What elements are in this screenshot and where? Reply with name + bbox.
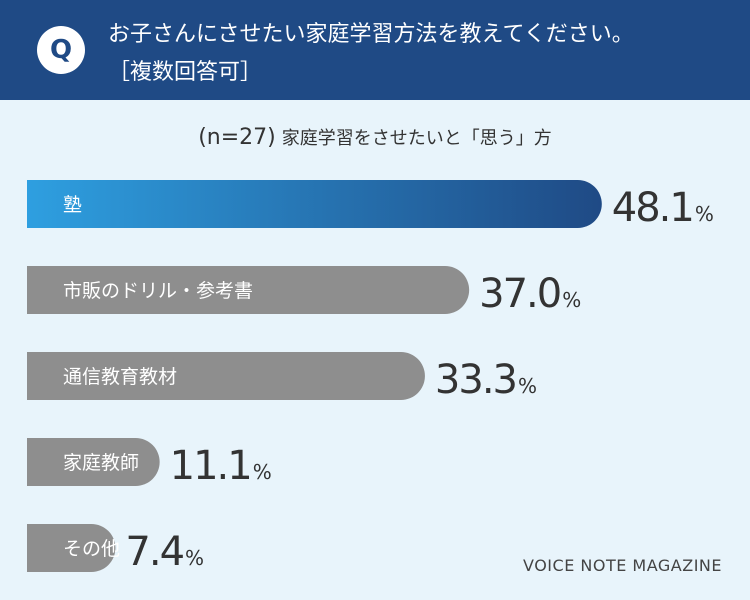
chart-subtitle: (n=27) 家庭学習をさせたいと「思う」方 <box>0 124 750 150</box>
bar <box>27 438 160 486</box>
value-label: 7.4% <box>125 529 204 575</box>
question-header: Q お子さんにさせたい家庭学習方法を教えてください。 ［複数回答可］ <box>0 0 750 100</box>
chart-subtitle-text: 家庭学習をさせたいと「思う」方 <box>281 128 552 149</box>
bar <box>27 352 425 400</box>
question-title: お子さんにさせたい家庭学習方法を教えてください。 <box>108 22 634 47</box>
bar <box>27 524 116 572</box>
value-label: 48.1% <box>612 185 714 231</box>
bar-label: その他 <box>63 538 120 560</box>
sample-size: (n=27) <box>198 125 276 150</box>
value-label: 37.0% <box>479 271 581 317</box>
watermark: VOICE NOTE MAGAZINE <box>523 556 722 575</box>
value-label: 11.1% <box>170 443 272 489</box>
bar-label: 家庭教師 <box>63 452 139 474</box>
bar <box>27 266 470 314</box>
bar-label: 市販のドリル・参考書 <box>63 280 253 302</box>
value-label: 33.3% <box>435 357 537 403</box>
bar-label: 塾 <box>63 194 82 216</box>
question-note: ［複数回答可］ <box>108 60 263 85</box>
bar <box>27 180 602 228</box>
bar-label: 通信教育教材 <box>63 366 177 388</box>
question-badge-icon: Q <box>37 26 85 74</box>
